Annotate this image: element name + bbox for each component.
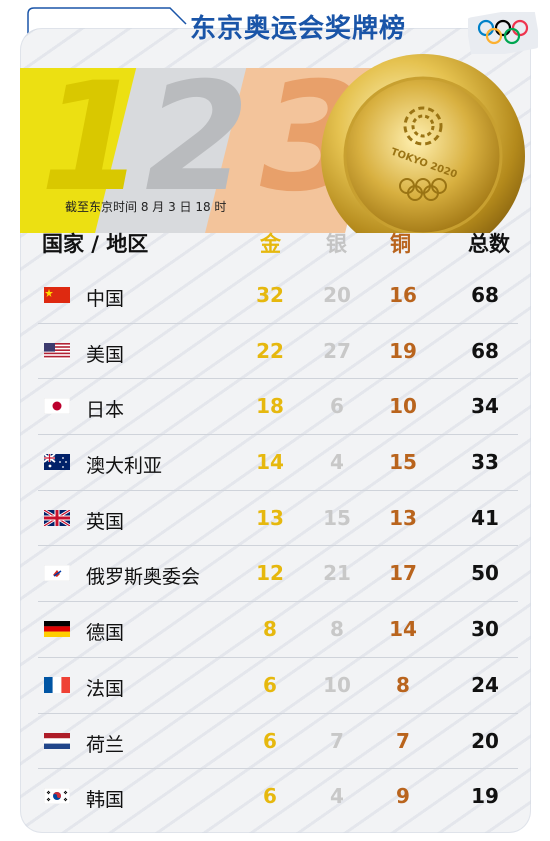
netherlands-flag-icon <box>44 732 70 749</box>
table-row: 法国 6 10 8 24 <box>38 658 518 714</box>
germany-flag-icon <box>44 621 70 638</box>
bronze-count: 16 <box>389 283 417 307</box>
silver-count: 21 <box>323 561 351 586</box>
bronze-count: 15 <box>389 450 417 475</box>
bronze-count: 9 <box>396 784 410 809</box>
silver-count: 8 <box>330 617 344 642</box>
silver-count: 7 <box>330 728 344 753</box>
silver-count: 10 <box>323 672 351 697</box>
table-row: 日本 18 6 10 34 <box>38 379 518 436</box>
total-count: 20 <box>471 728 499 753</box>
big-number-1: 1 <box>40 51 145 225</box>
title-bar: 东京奥运会奖牌榜 <box>0 0 550 54</box>
bronze-count: 13 <box>389 505 417 530</box>
gold-count: 12 <box>256 561 284 586</box>
gold-count: 6 <box>263 784 277 809</box>
bronze-count: 17 <box>389 561 417 586</box>
bronze-count: 10 <box>389 394 417 419</box>
table-row: 俄罗斯奥委会 12 21 17 50 <box>38 546 518 603</box>
country-name: 澳大利亚 <box>86 455 163 478</box>
gold-medal-image: TOKYO 2020 <box>321 54 525 233</box>
total-count: 41 <box>471 505 499 530</box>
table-row: 中国 32 20 16 68 <box>38 268 518 324</box>
page-title: 东京奥运会奖牌榜 <box>190 14 407 44</box>
silver-count: 20 <box>323 283 351 307</box>
country-name: 日本 <box>86 399 125 422</box>
gold-count: 13 <box>256 505 284 530</box>
header-silver: 银 <box>326 232 347 256</box>
country-name: 英国 <box>86 510 125 533</box>
big-number-2: 2 <box>145 51 250 225</box>
table-row: 德国 8 8 14 30 <box>38 602 518 658</box>
bronze-count: 7 <box>396 728 410 753</box>
table-row: 荷兰 6 7 7 20 <box>38 714 518 770</box>
gold-count: 6 <box>263 728 277 753</box>
header-country: 国家 / 地区 <box>42 232 149 256</box>
total-count: 68 <box>471 283 499 307</box>
total-count: 24 <box>471 672 499 697</box>
china-flag-icon <box>44 287 70 303</box>
gold-count: 22 <box>256 338 284 363</box>
medal-rows: 中国 32 20 16 68 美国 22 27 19 68 日本 18 6 10… <box>38 268 518 824</box>
silver-count: 6 <box>330 394 344 419</box>
korea-flag-icon <box>44 788 70 805</box>
medal-table-card: 1 2 3 T <box>20 28 531 833</box>
country-name: 韩国 <box>86 789 125 812</box>
total-count: 34 <box>471 394 499 419</box>
table-row: 澳大利亚 14 4 15 33 <box>38 435 518 491</box>
usa-flag-icon <box>44 342 70 359</box>
header-gold: 金 <box>260 232 281 256</box>
gold-count: 32 <box>256 283 284 307</box>
total-count: 68 <box>471 338 499 363</box>
gold-count: 14 <box>256 450 284 475</box>
total-count: 30 <box>471 617 499 642</box>
japan-flag-icon <box>44 398 70 415</box>
total-count: 50 <box>471 561 499 586</box>
gold-count: 8 <box>263 617 277 642</box>
bronze-count: 19 <box>389 338 417 363</box>
total-count: 33 <box>471 450 499 475</box>
hero-banner: 1 2 3 T <box>20 28 531 233</box>
bronze-count: 14 <box>389 617 417 642</box>
country-name: 中国 <box>86 288 125 310</box>
bronze-count: 8 <box>396 672 410 697</box>
france-flag-icon <box>44 676 70 693</box>
as-of-timestamp: 截至东京时间 8 月 3 日 18 时 <box>65 200 227 214</box>
table-row: 美国 22 27 19 68 <box>38 324 518 380</box>
country-name: 德国 <box>86 622 125 645</box>
silver-count: 15 <box>323 505 351 530</box>
table-row: 韩国 6 4 9 19 <box>38 769 518 824</box>
total-count: 19 <box>471 784 499 809</box>
silver-count: 4 <box>330 450 344 475</box>
table-header: 国家 / 地区 金 银 铜 总数 <box>38 224 518 266</box>
country-name: 荷兰 <box>86 733 125 756</box>
silver-count: 4 <box>330 784 344 809</box>
silver-count: 27 <box>323 338 351 363</box>
country-name: 法国 <box>86 677 125 700</box>
olympic-rings-icon <box>468 12 538 54</box>
country-name: 俄罗斯奥委会 <box>86 566 201 589</box>
gold-count: 6 <box>263 672 277 697</box>
header-total: 总数 <box>468 232 510 256</box>
country-name: 美国 <box>86 343 125 366</box>
gold-count: 18 <box>256 394 284 419</box>
roc-flag-icon <box>44 565 70 582</box>
australia-flag-icon <box>44 454 70 471</box>
table-row: 英国 13 15 13 41 <box>38 491 518 547</box>
header-bronze: 铜 <box>390 232 411 256</box>
uk-flag-icon <box>44 509 70 526</box>
